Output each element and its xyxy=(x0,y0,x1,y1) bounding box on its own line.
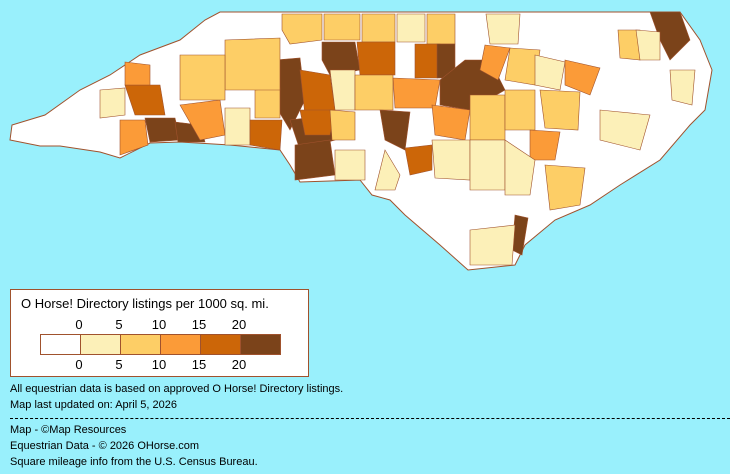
county xyxy=(469,94,506,141)
county xyxy=(469,224,516,266)
county xyxy=(119,119,149,156)
county xyxy=(334,149,366,181)
legend-swatch xyxy=(41,335,81,354)
legend-tick-bottom: 10 xyxy=(151,357,167,372)
county xyxy=(281,13,323,45)
legend-tick-top: 0 xyxy=(75,317,83,332)
county xyxy=(99,87,126,119)
county xyxy=(361,13,396,43)
county xyxy=(485,13,521,45)
county xyxy=(479,44,511,81)
county xyxy=(404,144,433,176)
legend-tick-bottom: 0 xyxy=(75,357,83,372)
north-carolina-county-map xyxy=(9,11,713,271)
legend-swatch xyxy=(161,335,201,354)
divider xyxy=(10,418,730,419)
county xyxy=(379,109,411,151)
legend-tick-bottom: 5 xyxy=(115,357,123,372)
legend-swatch xyxy=(81,335,121,354)
legend-tick-top: 10 xyxy=(151,317,167,332)
county xyxy=(354,74,394,111)
county xyxy=(124,61,151,86)
county xyxy=(544,164,586,211)
county xyxy=(431,139,471,181)
county xyxy=(469,139,506,191)
county xyxy=(426,13,456,45)
county xyxy=(299,109,336,136)
county xyxy=(599,109,651,151)
county xyxy=(299,69,336,116)
legend: O Horse! Directory listings per 1000 sq.… xyxy=(10,289,309,377)
county xyxy=(374,149,401,191)
county xyxy=(539,89,581,131)
legend-tick-top: 5 xyxy=(115,317,123,332)
data-source-note: All equestrian data is based on approved… xyxy=(10,383,344,395)
county xyxy=(396,13,426,43)
legend-tick-top: 15 xyxy=(191,317,207,332)
county xyxy=(504,89,536,131)
county xyxy=(534,54,566,91)
legend-tick-top: 20 xyxy=(231,317,247,332)
county xyxy=(294,139,336,181)
legend-tick-bottom: 20 xyxy=(231,357,247,372)
county xyxy=(249,119,283,151)
county xyxy=(504,139,536,196)
county xyxy=(564,59,601,96)
census-credit: Square mileage info from the U.S. Census… xyxy=(10,456,258,468)
legend-swatch xyxy=(121,335,161,354)
county xyxy=(224,107,251,146)
county xyxy=(224,37,281,91)
data-credit: Equestrian Data - © 2026 OHorse.com xyxy=(10,440,200,452)
county xyxy=(669,69,696,106)
county xyxy=(529,129,561,161)
county xyxy=(179,54,226,101)
county xyxy=(144,117,181,143)
legend-title: O Horse! Directory listings per 1000 sq.… xyxy=(21,296,269,311)
county xyxy=(414,43,441,79)
county xyxy=(635,29,661,61)
legend-color-scale xyxy=(40,334,281,355)
county xyxy=(329,109,356,141)
county xyxy=(392,77,441,109)
county xyxy=(431,104,471,141)
legend-swatch xyxy=(201,335,241,354)
last-updated-note: Map last updated on: April 5, 2026 xyxy=(10,399,177,411)
legend-swatch xyxy=(241,335,280,354)
county xyxy=(323,13,361,41)
county xyxy=(356,41,396,76)
map-credit: Map - ©Map Resources xyxy=(10,424,127,436)
legend-tick-bottom: 15 xyxy=(191,357,207,372)
county xyxy=(254,87,281,119)
